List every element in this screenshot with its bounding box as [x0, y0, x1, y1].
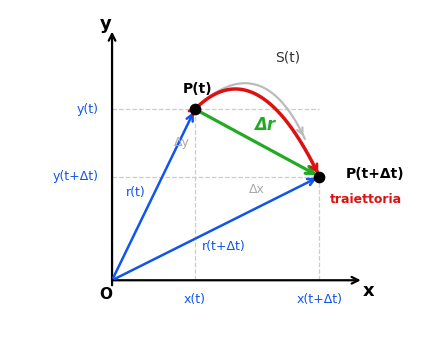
Text: y(t): y(t) [77, 103, 99, 116]
Text: P(t): P(t) [183, 82, 212, 96]
Text: x(t+Δt): x(t+Δt) [296, 293, 342, 306]
Text: x(t): x(t) [184, 293, 206, 306]
Text: r(t): r(t) [126, 186, 145, 198]
Text: Δy: Δy [174, 136, 190, 149]
Text: x: x [363, 282, 375, 300]
Text: Δr: Δr [255, 116, 276, 134]
Text: r(t+Δt): r(t+Δt) [202, 240, 246, 253]
Text: y: y [100, 15, 111, 33]
Text: y(t+Δt): y(t+Δt) [53, 170, 99, 183]
Text: Δx: Δx [249, 183, 265, 196]
Point [316, 174, 323, 179]
Text: O: O [99, 287, 112, 302]
Point [192, 106, 199, 112]
Text: S(t): S(t) [275, 50, 301, 64]
Text: traiettoria: traiettoria [330, 194, 402, 206]
Text: P(t+Δt): P(t+Δt) [345, 167, 404, 181]
